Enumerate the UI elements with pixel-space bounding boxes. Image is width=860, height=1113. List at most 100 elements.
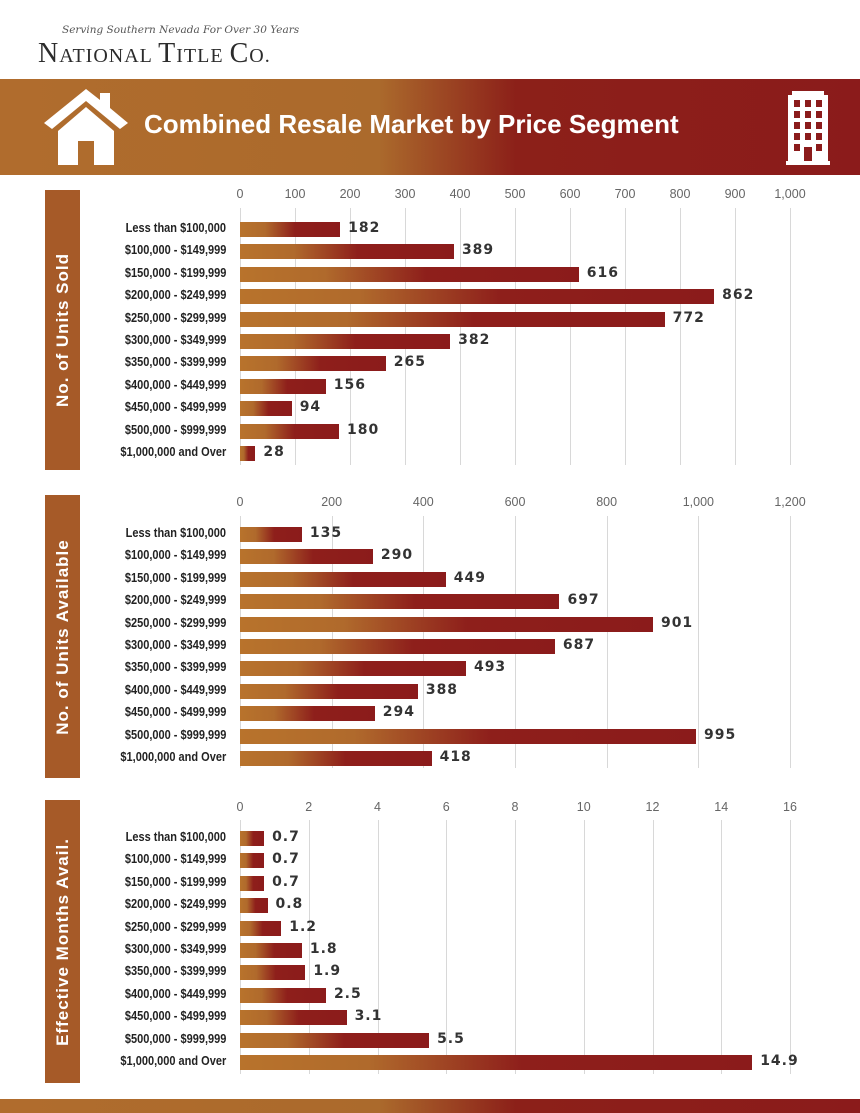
category-label: $350,000 - $399,999 bbox=[124, 355, 226, 370]
category-label: $200,000 - $249,999 bbox=[124, 593, 226, 608]
category-label: $250,000 - $299,999 bbox=[124, 615, 226, 630]
x-tick-label: 1,200 bbox=[774, 495, 806, 509]
x-tick-label: 100 bbox=[284, 187, 306, 201]
bar bbox=[240, 222, 341, 237]
category-label: $300,000 - $349,999 bbox=[124, 942, 226, 956]
data-label: 493 bbox=[473, 659, 507, 676]
data-label: 1.9 bbox=[313, 963, 342, 980]
category-label: $100,000 - $149,999 bbox=[124, 243, 226, 258]
category-label: $200,000 - $249,999 bbox=[124, 897, 226, 912]
units-available-title: No. of Units Available bbox=[52, 538, 72, 735]
x-tick-label: 0 bbox=[236, 800, 244, 814]
data-label: 389 bbox=[461, 242, 495, 259]
data-label: 294 bbox=[382, 704, 415, 721]
data-label: 687 bbox=[562, 637, 596, 653]
x-tick-label: 500 bbox=[504, 187, 526, 201]
category-label: $450,000 - $499,999 bbox=[124, 1009, 226, 1024]
bar bbox=[240, 446, 256, 461]
bar bbox=[240, 527, 302, 542]
data-label: 156 bbox=[333, 376, 367, 393]
category-label: $400,000 - $449,999 bbox=[124, 986, 226, 1001]
x-tick-label: 300 bbox=[394, 187, 416, 201]
category-label: $400,000 - $449,999 bbox=[124, 377, 226, 392]
bar bbox=[240, 289, 715, 305]
x-tick-label: 0 bbox=[236, 495, 244, 509]
data-label: 418 bbox=[439, 749, 472, 765]
x-tick-label: 6 bbox=[442, 800, 450, 814]
bar bbox=[240, 661, 466, 677]
brand-name: NATIONAL TITLE CO. bbox=[38, 38, 271, 69]
bar bbox=[240, 616, 653, 632]
x-tick-label: 600 bbox=[559, 187, 581, 201]
category-label: Less than $100,000 bbox=[125, 830, 226, 844]
bar bbox=[240, 356, 386, 372]
brand-tagline: Serving Southern Nevada For Over 30 Year… bbox=[62, 24, 300, 36]
category-label: $350,000 - $399,999 bbox=[124, 964, 226, 979]
bar bbox=[240, 898, 268, 914]
gridline bbox=[606, 516, 608, 768]
data-label: 5.5 bbox=[437, 1030, 465, 1047]
category-label: $100,000 - $149,999 bbox=[124, 852, 226, 867]
category-label: $1,000,000 and Over bbox=[120, 1054, 226, 1068]
category-label: Less than $100,000 bbox=[125, 221, 226, 235]
data-label: 382 bbox=[458, 332, 491, 348]
data-label: 28 bbox=[263, 444, 285, 460]
data-label: 0.7 bbox=[272, 851, 300, 868]
bar bbox=[240, 706, 375, 722]
x-tick-label: 700 bbox=[614, 187, 636, 201]
x-tick-label: 8 bbox=[511, 800, 519, 814]
bar bbox=[240, 920, 282, 936]
data-label: 1.8 bbox=[309, 941, 338, 957]
x-tick-label: 800 bbox=[596, 495, 618, 509]
data-label: 1.2 bbox=[289, 918, 318, 935]
x-tick-label: 1,000 bbox=[682, 495, 714, 509]
bar bbox=[240, 639, 555, 654]
x-tick-label: 10 bbox=[576, 800, 591, 814]
gridline bbox=[790, 208, 791, 465]
data-label: 182 bbox=[348, 220, 381, 236]
data-label: 995 bbox=[704, 726, 737, 743]
gridline bbox=[735, 208, 736, 465]
bar bbox=[240, 311, 665, 327]
x-tick-label: 900 bbox=[724, 187, 746, 201]
category-label: $300,000 - $349,999 bbox=[124, 333, 226, 347]
category-label: $350,000 - $399,999 bbox=[124, 660, 226, 675]
data-label: 180 bbox=[347, 421, 380, 438]
bar bbox=[240, 683, 418, 699]
bar bbox=[240, 1010, 347, 1026]
gridline bbox=[680, 208, 681, 465]
bar bbox=[240, 1032, 430, 1048]
category-label: $1,000,000 and Over bbox=[120, 445, 226, 459]
gridline bbox=[570, 208, 571, 465]
title-banner: Combined Resale Market by Price Segment bbox=[0, 79, 860, 175]
gridline bbox=[308, 820, 310, 1074]
category-label: $250,000 - $299,999 bbox=[124, 919, 226, 934]
category-label: $450,000 - $499,999 bbox=[124, 400, 226, 415]
bar bbox=[240, 965, 306, 981]
category-label: $1,000,000 and Over bbox=[120, 750, 226, 764]
bar bbox=[240, 423, 339, 439]
category-label: $500,000 - $999,999 bbox=[124, 1031, 226, 1046]
bar bbox=[240, 831, 265, 846]
house-icon bbox=[44, 89, 128, 165]
category-label: $100,000 - $149,999 bbox=[124, 548, 226, 563]
category-label: $500,000 - $999,999 bbox=[124, 422, 226, 437]
bar bbox=[240, 549, 373, 565]
data-label: 0.7 bbox=[272, 829, 300, 845]
bar bbox=[240, 244, 454, 260]
bar bbox=[240, 401, 292, 417]
units-sold-tab: No. of Units Sold bbox=[45, 190, 80, 470]
bar bbox=[240, 875, 265, 891]
bar bbox=[240, 987, 326, 1003]
data-label: 3.1 bbox=[354, 1008, 383, 1025]
units-sold-title: No. of Units Sold bbox=[52, 253, 72, 407]
data-label: 388 bbox=[425, 681, 459, 698]
data-label: 449 bbox=[453, 569, 487, 586]
x-tick-label: 14 bbox=[714, 800, 729, 814]
x-tick-label: 400 bbox=[449, 187, 471, 201]
gridline bbox=[515, 820, 516, 1074]
data-label: 2.5 bbox=[333, 985, 362, 1002]
gridline bbox=[790, 516, 791, 768]
category-label: $250,000 - $299,999 bbox=[124, 310, 226, 325]
bar bbox=[240, 1055, 753, 1070]
